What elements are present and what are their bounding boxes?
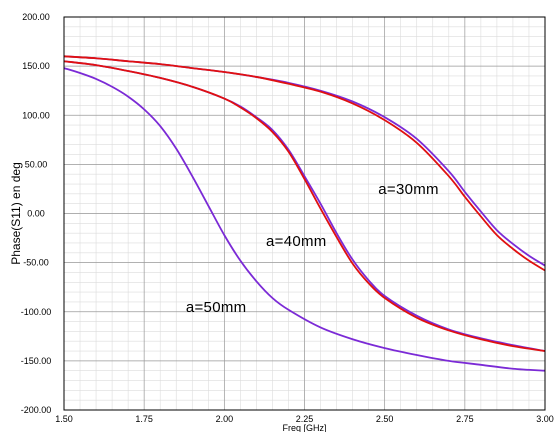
y-tick-label: -100.00: [21, 307, 52, 317]
x-tick-label: 1.50: [55, 414, 73, 424]
curve-label: a=30mm: [378, 181, 439, 198]
y-tick-label: 0.00: [27, 209, 45, 219]
y-tick-label: 100.00: [22, 110, 50, 120]
series-line-5: [63, 67, 546, 372]
y-tick-label: -50.00: [23, 258, 49, 268]
curve-annotations: a=30mm a=40mm a=50mm: [186, 181, 439, 316]
y-tick-label: -200.00: [21, 405, 52, 415]
x-tick-label: 2.50: [376, 414, 394, 424]
y-axis-title: Phase(S11) en deg: [9, 162, 23, 265]
y-tick-label: -150.00: [21, 356, 52, 366]
series-layer: [63, 55, 546, 372]
tick-labels: -200.00 -150.00 -100.00 -50.00 0.00 50.00 100.…: [21, 12, 554, 424]
curve-label: a=40mm: [266, 233, 327, 250]
y-tick-label: 200.00: [22, 12, 50, 22]
x-tick-label: 2.75: [456, 414, 474, 424]
y-tick-label: 50.00: [25, 159, 48, 169]
x-tick-label: 1.75: [135, 414, 153, 424]
curve-label: a=50mm: [186, 299, 247, 316]
x-axis-title: Freq [GHz]: [282, 423, 326, 432]
x-tick-label: 3.00: [536, 414, 554, 424]
series-line-2: [63, 55, 546, 272]
series-line-4: [63, 60, 546, 352]
y-tick-label: 150.00: [22, 61, 50, 71]
plot-frame: [63, 16, 546, 411]
x-tick-label: 2.25: [296, 414, 314, 424]
x-tick-label: 2.00: [216, 414, 234, 424]
